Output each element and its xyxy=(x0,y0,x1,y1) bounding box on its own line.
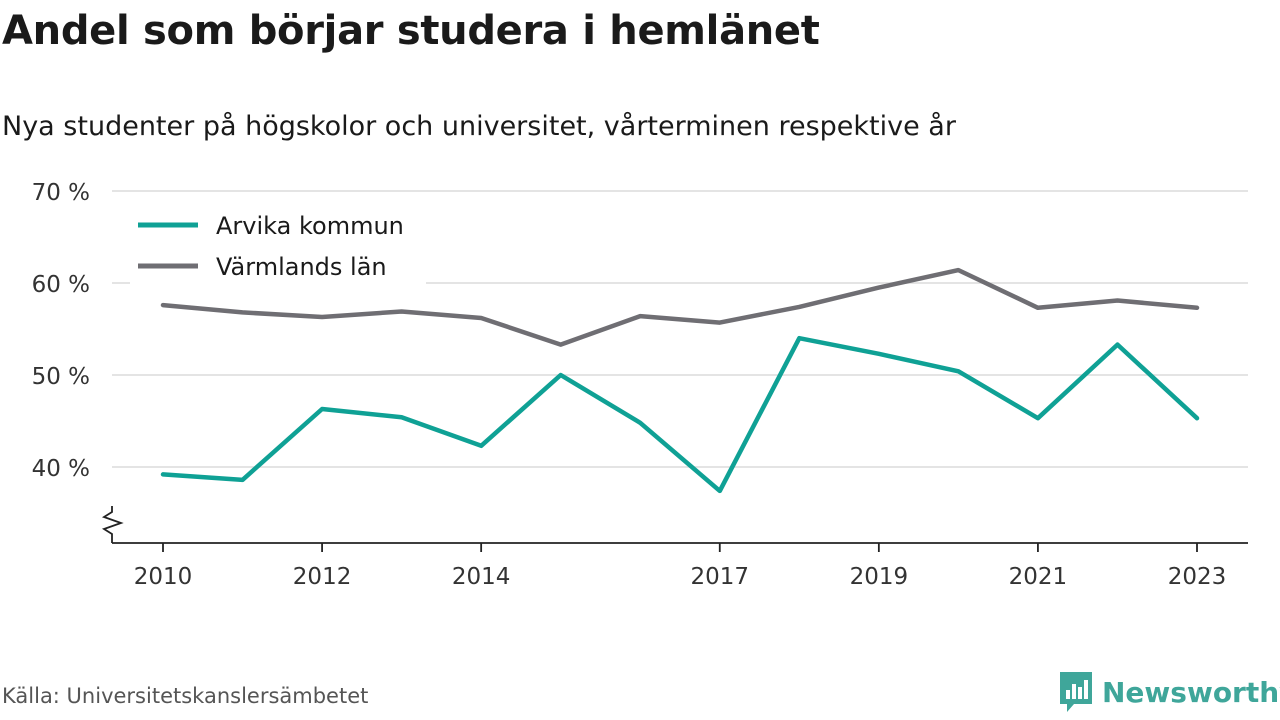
x-tick-label: 2021 xyxy=(1009,564,1068,590)
x-tick-label: 2012 xyxy=(293,564,352,590)
y-tick-label: 70 % xyxy=(32,180,90,206)
axis-break-marker xyxy=(101,506,124,543)
chart-title: Andel som börjar studera i hemlänet xyxy=(2,8,820,54)
x-tick-label: 2019 xyxy=(850,564,909,590)
newsworthy-logo-icon xyxy=(1060,672,1092,712)
y-tick-labels: 40 % 50 % 60 % 70 % xyxy=(32,180,90,482)
series-line xyxy=(160,267,1200,347)
legend-label: Arvika kommun xyxy=(216,212,404,240)
x-axis xyxy=(101,506,1248,544)
series-line xyxy=(160,335,1200,494)
x-tick-label: 2010 xyxy=(134,564,193,590)
y-tick-label: 60 % xyxy=(32,272,90,298)
x-tick-labels: 2010 2012 2014 2017 2019 2021 2023 xyxy=(134,543,1227,590)
legend: Arvika kommun Värmlands län xyxy=(130,205,426,285)
x-tick-label: 2017 xyxy=(690,564,749,590)
gridlines xyxy=(112,190,1248,468)
legend-label: Värmlands län xyxy=(216,253,387,281)
y-tick-label: 50 % xyxy=(32,364,90,390)
legend-background xyxy=(130,205,426,285)
source-note: Källa: Universitetskanslersämbetet xyxy=(2,684,369,708)
chart-subtitle: Nya studenter på högskolor och universit… xyxy=(2,111,956,142)
newsworthy-logo: Newsworthy xyxy=(1058,670,1280,714)
line-chart: 40 % 50 % 60 % 70 % 2010 2012 2014 2017 2019 202… xyxy=(32,180,1248,590)
y-tick-label: 40 % xyxy=(32,456,90,482)
x-tick-label: 2023 xyxy=(1168,564,1227,590)
x-tick-label: 2014 xyxy=(452,564,511,590)
series-lines xyxy=(160,267,1200,494)
brand-name: Newsworthy xyxy=(1102,675,1280,709)
